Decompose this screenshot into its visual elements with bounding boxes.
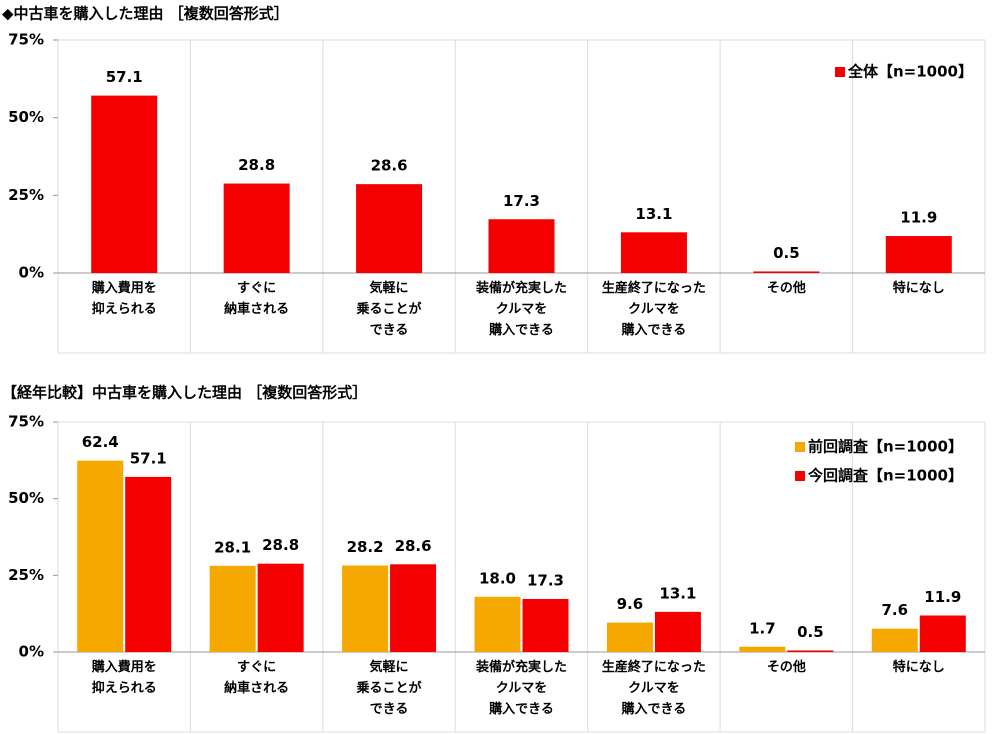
legend-label: 全体【n=1000】 [847, 63, 973, 81]
data-label: 28.6 [395, 537, 432, 555]
x-tick-label: 生産終了になった クルマを 購入できる [601, 281, 706, 338]
data-label: 28.8 [262, 536, 299, 554]
bar [342, 565, 389, 652]
x-tick-label: 特になし [892, 660, 945, 675]
bar [885, 236, 952, 273]
bar [871, 628, 918, 652]
x-tick-label: 生産終了になった クルマを 購入できる [601, 660, 706, 717]
legend-swatch [835, 67, 845, 77]
y-tick-label: 0% [19, 264, 44, 282]
data-label: 11.9 [900, 209, 937, 227]
data-label: 17.3 [503, 192, 540, 210]
bar [223, 183, 290, 273]
data-label: 18.0 [479, 569, 516, 587]
plot-frame [57, 421, 986, 733]
x-tick-label: 気軽に 乗ることが できる [356, 660, 422, 717]
y-tick-label: 75% [8, 31, 44, 49]
x-tick-label: 特になし [892, 281, 945, 296]
y-tick-label: 0% [19, 643, 44, 661]
bar [522, 598, 569, 652]
bar [257, 563, 304, 652]
data-label: 57.1 [130, 449, 167, 467]
bar [606, 622, 653, 652]
bar [209, 565, 256, 652]
bar [787, 650, 834, 652]
data-label: 11.9 [924, 588, 961, 606]
bar [390, 564, 437, 652]
data-label: 57.1 [106, 68, 143, 86]
x-tick-label: 気軽に 乗ることが できる [356, 281, 422, 338]
x-tick-label: 購入費用を 抑えられる [91, 660, 157, 696]
data-label: 7.6 [881, 601, 908, 619]
y-tick-label: 25% [8, 186, 44, 204]
data-label: 0.5 [797, 623, 824, 641]
x-tick-label: すぐに 納車される [224, 281, 290, 317]
data-label: 0.5 [773, 244, 800, 262]
legend-label: 今回調査【n=1000】 [807, 467, 963, 485]
data-label: 28.6 [371, 157, 408, 175]
data-label: 28.2 [347, 538, 384, 556]
bar [474, 596, 521, 652]
y-tick-label: 50% [8, 108, 44, 126]
legend-swatch [795, 471, 805, 481]
x-tick-label: その他 [766, 281, 806, 296]
legend-label: 前回調査【n=1000】 [808, 438, 963, 456]
bar [91, 95, 158, 273]
plot-frame [57, 39, 986, 354]
chart-title: 【経年比較】中古車を購入した理由 ［複数回答形式］ [2, 384, 367, 402]
legend-swatch [795, 442, 805, 452]
data-label: 62.4 [82, 433, 119, 451]
y-tick-label: 25% [8, 566, 44, 584]
bar [488, 219, 555, 273]
data-label: 17.3 [527, 571, 564, 589]
y-tick-label: 50% [8, 489, 44, 507]
bar [739, 646, 786, 652]
x-tick-label: 装備が充実した クルマを 購入できる [475, 660, 567, 717]
bar [125, 476, 172, 652]
bar [620, 232, 687, 273]
data-label: 28.8 [238, 156, 275, 174]
bar [356, 184, 423, 273]
data-label: 13.1 [635, 205, 672, 223]
bar [77, 460, 124, 652]
y-tick-label: 75% [8, 413, 44, 431]
x-tick-label: 購入費用を 抑えられる [91, 281, 157, 317]
data-label: 9.6 [617, 595, 644, 613]
data-label: 28.1 [214, 538, 251, 556]
x-tick-label: 装備が充実した クルマを 購入できる [475, 281, 567, 338]
bar [753, 271, 820, 273]
data-label: 13.1 [659, 584, 696, 602]
x-tick-label: その他 [766, 660, 806, 675]
data-label: 1.7 [749, 619, 776, 637]
bar [654, 611, 701, 652]
bar [919, 615, 966, 652]
x-tick-label: すぐに 納車される [224, 660, 290, 696]
chart-title: ◆中古車を購入した理由 ［複数回答形式］ [2, 5, 289, 23]
